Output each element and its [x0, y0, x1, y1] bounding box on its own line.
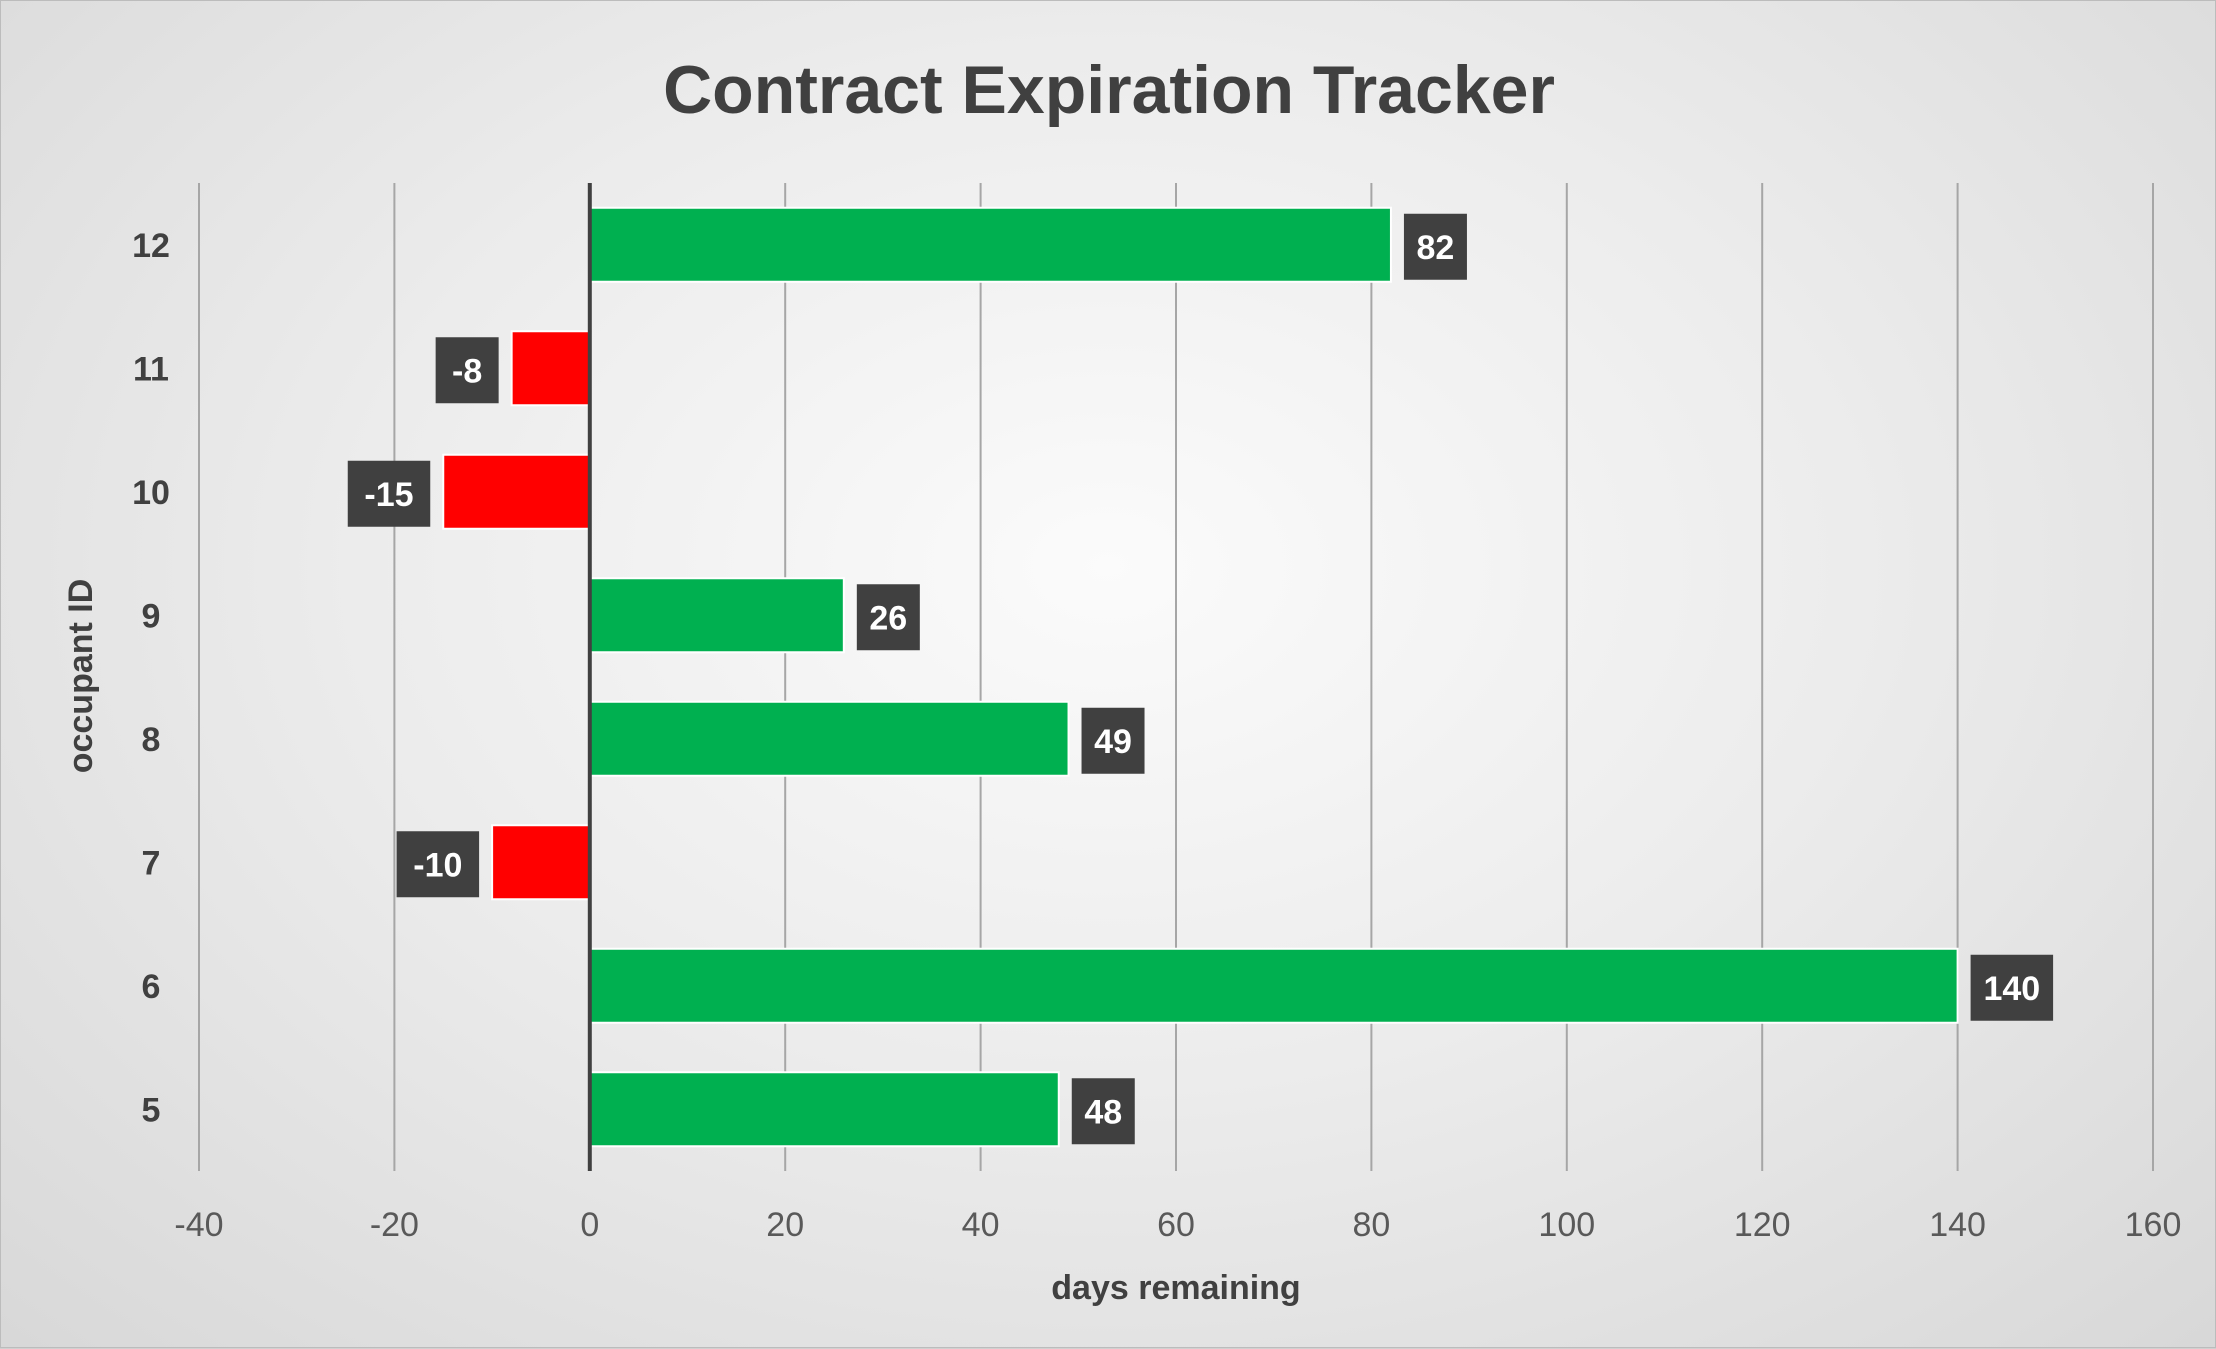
data-label: -10: [413, 846, 462, 884]
x-tick-label: 80: [1352, 1206, 1390, 1244]
bar-6: [588, 947, 1959, 1024]
bar-8: [588, 700, 1070, 777]
x-axis-title: days remaining: [1051, 1269, 1300, 1307]
x-tick-label: -40: [174, 1206, 223, 1244]
data-label-box: [396, 831, 480, 898]
x-tick-label: -20: [370, 1206, 419, 1244]
data-label-box: [435, 337, 499, 404]
bars: [442, 206, 1959, 1148]
data-label: 48: [1084, 1093, 1122, 1131]
data-label-box: [1403, 213, 1467, 280]
data-labels: 82 -8 -15 26 49 -10 140 48: [347, 213, 2054, 1145]
y-tick-label: 12: [132, 227, 170, 265]
data-label: -15: [364, 476, 413, 514]
x-tick-label: 160: [2125, 1206, 2182, 1244]
gridlines: [198, 183, 2154, 1171]
y-tick-label: 7: [142, 844, 161, 882]
x-tick-label: 120: [1734, 1206, 1791, 1244]
bar-10: [442, 453, 591, 530]
data-label: 49: [1094, 723, 1132, 761]
x-tick-labels: -40 -20 0 20 40 60 80 100 120 140 160: [174, 1206, 2181, 1244]
y-tick-label: 5: [142, 1091, 161, 1129]
x-tick-label: 140: [1929, 1206, 1986, 1244]
data-label: 82: [1417, 229, 1455, 267]
x-tick-label: 100: [1538, 1206, 1595, 1244]
y-tick-labels: 12 11 10 9 8 7 6 5: [132, 227, 170, 1130]
data-label: 140: [1983, 970, 2040, 1008]
data-label-box: [1081, 707, 1145, 774]
x-tick-label: 60: [1157, 1206, 1195, 1244]
bar-7: [491, 824, 591, 901]
y-tick-label: 8: [142, 721, 161, 759]
data-label-box: [1071, 1078, 1135, 1145]
data-label: 26: [869, 599, 907, 637]
y-tick-label: 11: [133, 350, 169, 388]
bar-5: [588, 1071, 1060, 1148]
bar-11: [510, 330, 591, 407]
y-axis-title: occupant ID: [62, 579, 100, 774]
y-tick-label: 6: [142, 968, 161, 1006]
data-label-box: [347, 460, 431, 527]
bar-12: [588, 206, 1392, 283]
x-tick-label: 0: [580, 1206, 599, 1244]
x-tick-label: 40: [962, 1206, 1000, 1244]
data-label-box: [856, 584, 920, 651]
chart-title: Contract Expiration Tracker: [663, 52, 1555, 128]
bar-9: [588, 577, 845, 654]
data-label: -8: [452, 352, 482, 390]
data-label-box: [1970, 954, 2054, 1021]
y-tick-label: 9: [142, 597, 161, 635]
x-tick-label: 20: [766, 1206, 804, 1244]
y-tick-label: 10: [132, 474, 170, 512]
